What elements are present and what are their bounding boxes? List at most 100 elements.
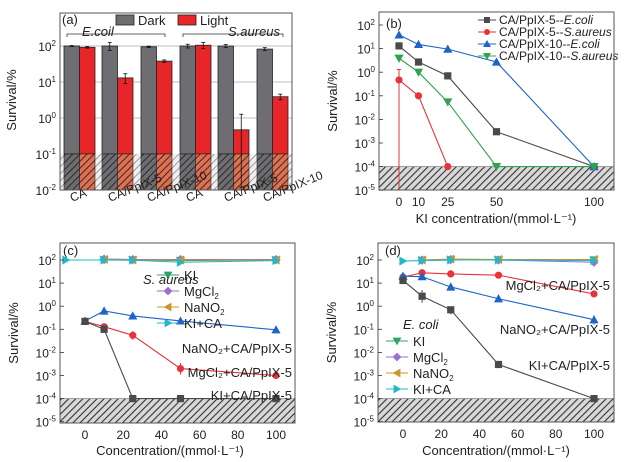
plot-frame: [59, 242, 296, 424]
data-point: [272, 255, 281, 266]
y-tick-label: 102: [357, 18, 375, 33]
legend-label: KI: [413, 334, 425, 349]
data-point: [443, 44, 453, 53]
plot-frame: [378, 11, 615, 191]
y-tick-label: 10-4: [354, 392, 375, 407]
data-point: [176, 395, 185, 403]
legend-marker: [163, 271, 173, 280]
data-point: [447, 270, 455, 278]
category-label: CA: [184, 186, 205, 205]
y-tick-label: 10-1: [36, 322, 57, 337]
legend-label: MgCl2: [184, 284, 219, 301]
y-tick-label: 10-3: [354, 369, 375, 384]
legend-marker: [483, 53, 491, 60]
y-tick-label: 102: [38, 39, 56, 54]
category-label: CA: [68, 186, 89, 205]
legend-label: CA/PpIX-10--E.coli: [499, 37, 600, 51]
data-point: [414, 92, 423, 100]
y-tick-label: 10-1: [354, 322, 375, 337]
data-point: [446, 282, 456, 291]
data-point: [491, 163, 502, 172]
y-tick-label: 101: [356, 276, 374, 291]
y-tick-label: 10-4: [36, 392, 57, 407]
x-tick-label: 40: [473, 427, 487, 441]
data-point: [271, 325, 281, 334]
x-tick-label: 60: [511, 427, 525, 441]
data-point: [399, 256, 408, 266]
data-point: [399, 276, 407, 285]
data-point: [589, 163, 599, 172]
y-tick-label: 10-2: [355, 112, 376, 127]
data-point: [176, 257, 186, 267]
x-tick-label: 0: [82, 428, 89, 442]
plot-frame: [377, 242, 615, 423]
legend-label: KI+CA: [413, 382, 451, 397]
data-point: [394, 30, 404, 39]
x-tick-label: 100: [584, 195, 604, 209]
x-tick-label: 20: [435, 427, 449, 441]
y-axis-label: Survival/%: [325, 70, 340, 132]
data-point: [444, 163, 452, 171]
y-axis-label: Survival/%: [6, 302, 21, 364]
y-tick-label: 100: [38, 111, 56, 126]
legend-marker: [392, 337, 402, 346]
data-point: [272, 371, 280, 380]
data-point: [493, 294, 504, 303]
panel-d-label-ki: KI+CA/PpIX-5: [529, 358, 610, 373]
data-point: [494, 255, 504, 265]
y-tick-label: 10-2: [36, 345, 57, 360]
panel-c-label-ki: KI+CA/PpIX-5: [211, 388, 292, 403]
x-tick-label: 80: [231, 428, 245, 442]
bracket-ecoli: [66, 33, 166, 37]
y-tick-label: 101: [38, 276, 56, 291]
x-tick-label: 0: [396, 195, 403, 209]
bar-hatched-light: [79, 153, 96, 191]
panel-d-label: (d): [385, 243, 401, 258]
bar-hatched-dark: [63, 153, 80, 191]
panel-b: CA/PpIX-5--E.coliCA/PpIX-5--S.aureusCA/P…: [325, 11, 618, 209]
x-tick-label: 10: [412, 195, 426, 209]
y-tick-label: 100: [38, 299, 56, 314]
x-tick-label: 40: [155, 428, 169, 442]
group-label-ecoli: E.coil: [82, 24, 115, 39]
data-point: [129, 395, 137, 403]
data-point: [494, 271, 503, 279]
data-point: [414, 58, 423, 66]
legend-label: CA/PpIX-10--S.aureus: [499, 49, 618, 63]
panel-c-annotation: S. aureus: [143, 272, 199, 287]
data-point: [590, 255, 599, 266]
data-point: [494, 360, 503, 369]
data-point: [394, 54, 404, 63]
legend-marker: [393, 384, 402, 394]
group-label-saureus: S.aureus: [228, 24, 281, 39]
y-tick-label: 100: [356, 299, 374, 314]
bar-light: [156, 60, 173, 155]
panel-b-xlabel: KI concentration/(mmol·L⁻¹): [416, 211, 577, 226]
data-point: [590, 395, 598, 403]
x-tick-label: 100: [266, 428, 286, 442]
data-point: [491, 57, 502, 66]
y-axis-label: Survival/%: [324, 301, 339, 363]
legend-marker: [164, 318, 173, 328]
x-tick-label: 100: [584, 427, 604, 441]
bar-dark: [63, 45, 80, 155]
legend-marker: [392, 352, 402, 362]
panel-c-xlabel: Concentration/(mmol·L⁻¹): [96, 443, 244, 458]
y-tick-label: 10-3: [36, 369, 57, 384]
panel-d-xlabel: Concentration/(mmol·L⁻¹): [422, 443, 570, 458]
detection-limit-region: [377, 398, 615, 423]
bar-dark: [101, 45, 118, 155]
panel-c-label: (c): [63, 243, 78, 258]
panel-d-label-mgcl2: MgCl₂+CA/PpIX-5: [506, 278, 610, 293]
y-tick-label: 10-5: [354, 415, 375, 430]
y-tick-label: 100: [357, 65, 375, 80]
data-point: [443, 98, 453, 107]
panel-c-label-mgcl2: MgCl₂+CA/PpIX-5: [188, 365, 292, 380]
panel-b-label: (b): [386, 16, 402, 31]
legend-swatch-dark: [115, 14, 135, 26]
bar-dark: [140, 46, 157, 155]
